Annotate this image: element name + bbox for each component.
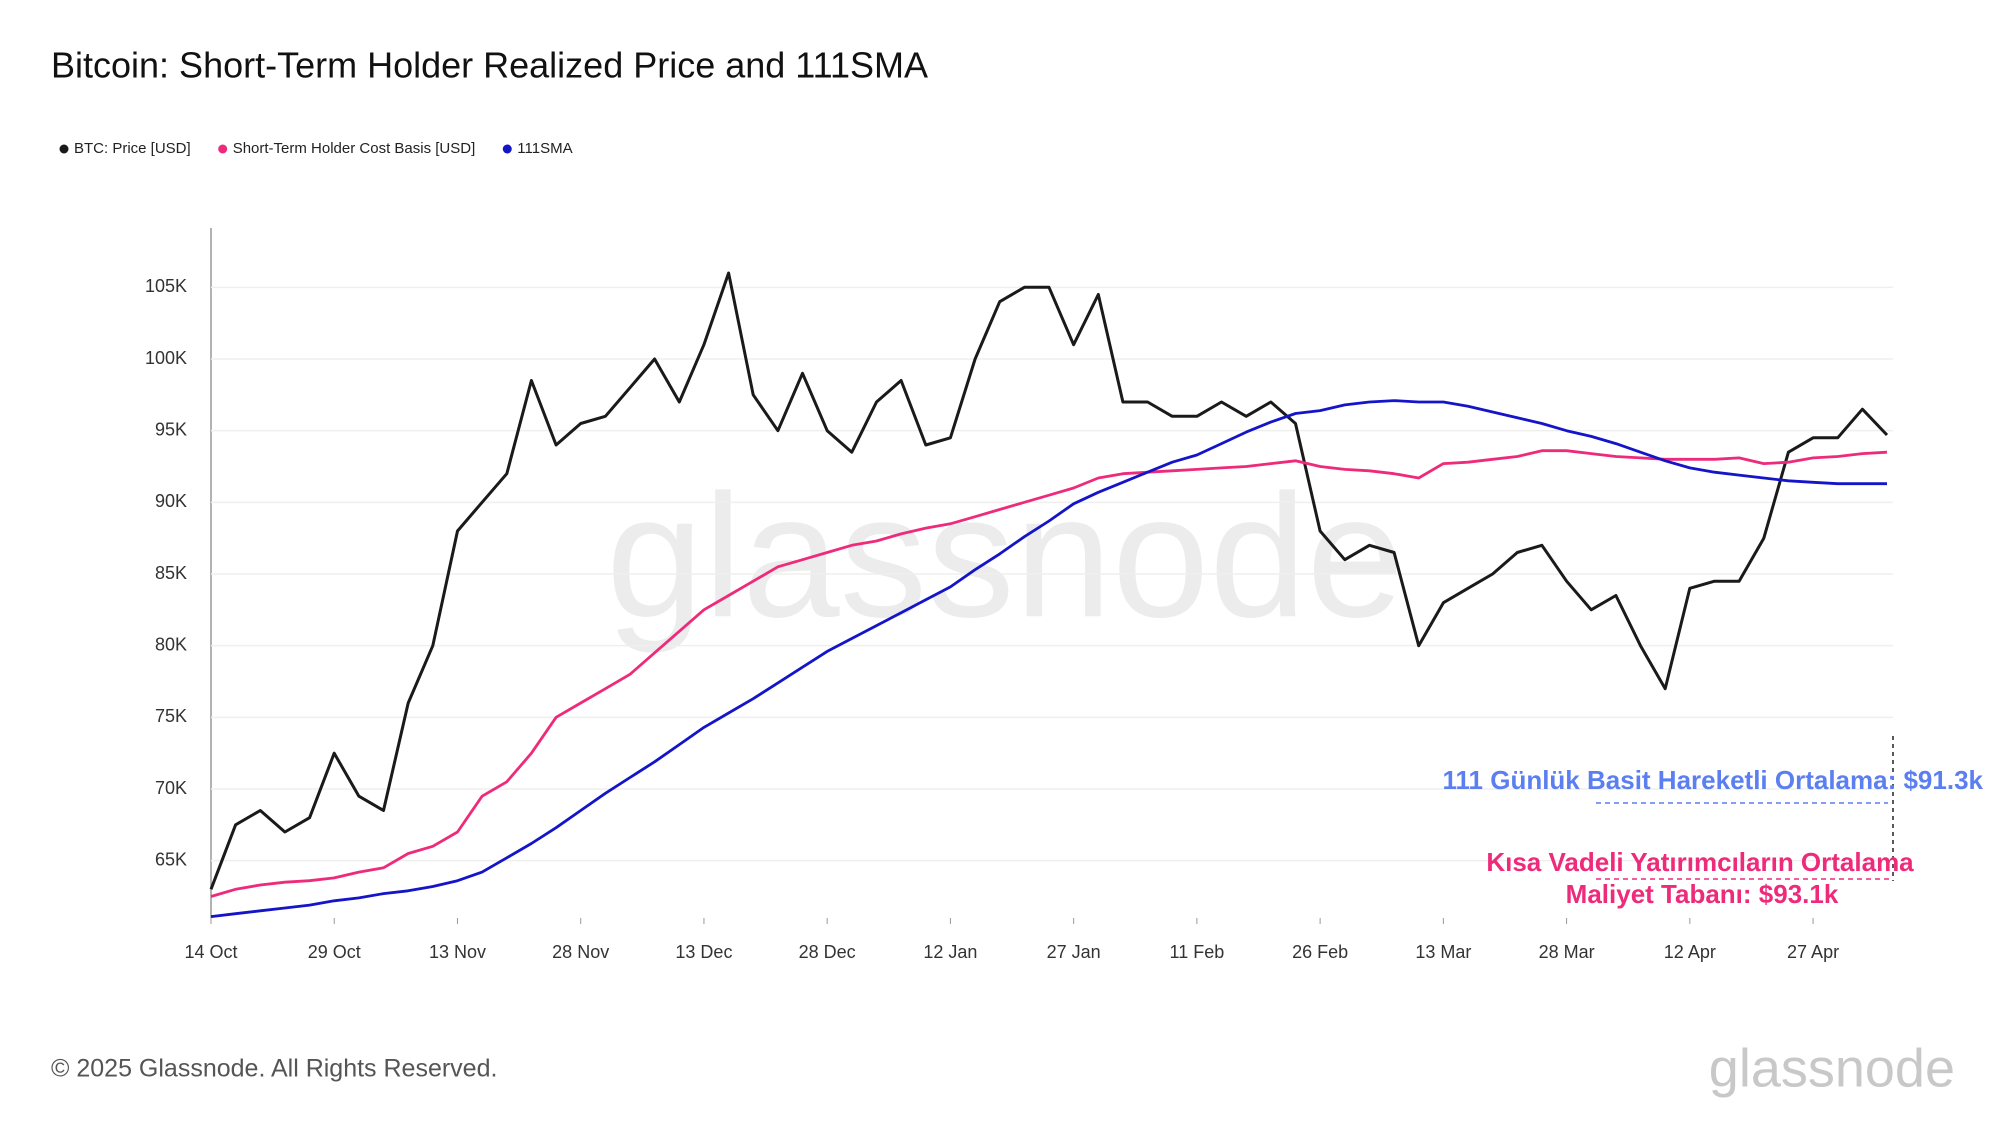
- x-tick-label: 13 Dec: [675, 942, 732, 962]
- y-tick-label: 85K: [155, 563, 187, 583]
- x-tick-label: 26 Feb: [1292, 942, 1348, 962]
- logo: glassnode: [1709, 1038, 1955, 1098]
- x-tick-label: 28 Dec: [799, 942, 856, 962]
- y-tick-label: 95K: [155, 419, 187, 439]
- x-tick-label: 29 Oct: [308, 942, 361, 962]
- legend-label: Short-Term Holder Cost Basis [USD]: [233, 140, 476, 157]
- x-tick-label: 14 Oct: [184, 942, 237, 962]
- x-tick-label: 27 Apr: [1787, 942, 1839, 962]
- legend-label: BTC: Price [USD]: [74, 140, 191, 157]
- x-tick-label: 11 Feb: [1170, 942, 1225, 962]
- y-tick-label: 75K: [155, 706, 187, 726]
- x-tick-label: 27 Jan: [1047, 942, 1101, 962]
- y-tick-label: 100K: [145, 348, 187, 368]
- y-tick-label: 80K: [155, 634, 187, 654]
- annotation: 111 Günlük Basit Hareketli Ortalama: $91…: [1442, 765, 1983, 795]
- y-tick-label: 70K: [155, 778, 187, 798]
- x-tick-label: 12 Apr: [1664, 942, 1716, 962]
- x-tick-label: 12 Jan: [923, 942, 977, 962]
- legend-label: 111SMA: [517, 140, 572, 157]
- annotation: Maliyet Tabanı: $93.1k: [1566, 879, 1839, 909]
- y-tick-label: 90K: [155, 491, 187, 511]
- x-tick-label: 28 Nov: [552, 942, 609, 962]
- x-tick-label: 13 Mar: [1415, 942, 1471, 962]
- legend-marker: [59, 144, 69, 154]
- x-tick-label: 13 Nov: [429, 942, 486, 962]
- series-line: [209, 271, 1889, 890]
- annotation: Kısa Vadeli Yatırımcıların Ortalama: [1486, 847, 1914, 877]
- chart-title: Bitcoin: Short-Term Holder Realized Pric…: [51, 45, 928, 86]
- footer: © 2025 Glassnode. All Rights Reserved.: [51, 1055, 497, 1083]
- x-tick-label: 28 Mar: [1539, 942, 1595, 962]
- watermark: glassnode: [606, 459, 1404, 654]
- series-line: [210, 399, 1887, 918]
- y-tick-label: 65K: [155, 849, 187, 869]
- y-tick-label: 105K: [145, 276, 187, 296]
- series-line: [210, 449, 1888, 898]
- legend-marker: [502, 144, 512, 154]
- legend-marker: [218, 144, 228, 154]
